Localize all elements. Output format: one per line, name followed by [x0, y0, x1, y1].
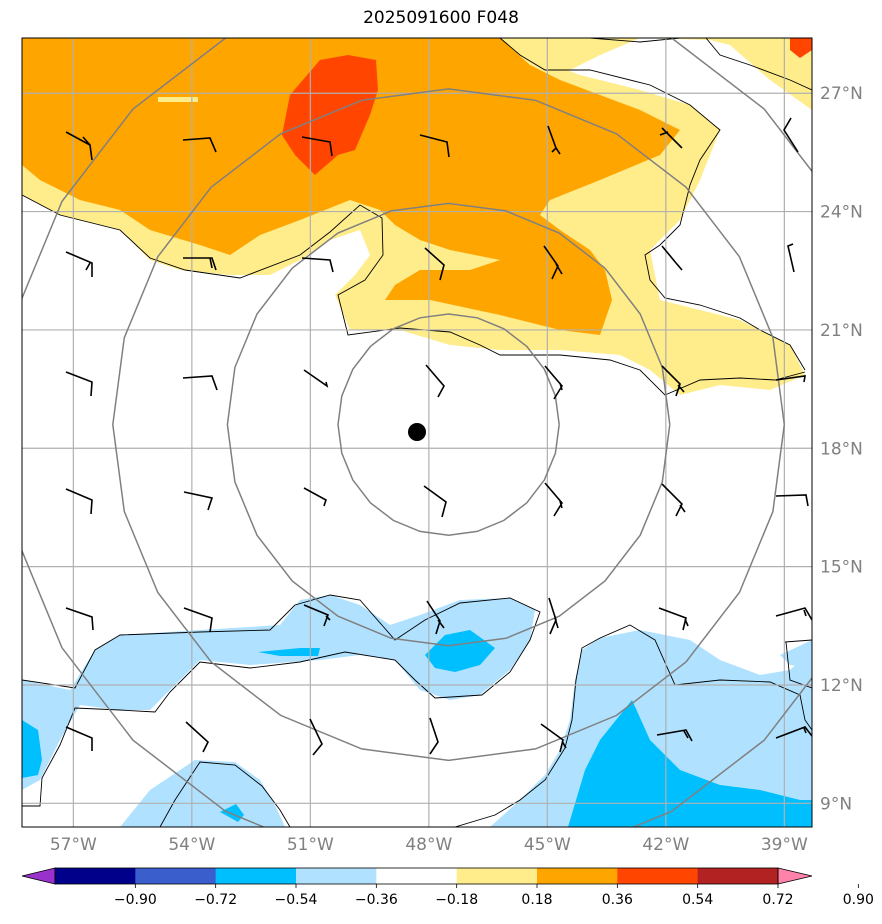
lon-tick-label: 45°W [524, 835, 571, 855]
lon-tick-label: 42°W [642, 835, 689, 855]
plot-frame [21, 37, 813, 828]
map-title: 2025091600 F048 [363, 8, 519, 28]
deep-blue-patch-1 [425, 630, 495, 672]
blue-shading-se [490, 630, 812, 827]
colorbar-extend-high [777, 867, 813, 885]
lon-tick-label: 39°W [761, 835, 808, 855]
lon-tick-label: 51°W [287, 835, 334, 855]
colorbar-tick-label: 0.90 [843, 892, 874, 908]
range-ring-2 [226, 202, 671, 647]
colorbar-extend-low [21, 867, 56, 885]
lon-tick-label: 57°W [50, 835, 97, 855]
lat-tick-label: 27°N [820, 84, 863, 104]
deep-blue-patch-2 [258, 648, 320, 656]
lat-tick-label: 15°N [820, 558, 863, 578]
orange-shading [22, 38, 680, 335]
lon-tick-label: 54°W [168, 835, 215, 855]
deep-blue-patch-west [22, 720, 42, 778]
contour-lines [22, 38, 812, 827]
deep-blue-patch-sw [220, 804, 244, 822]
colorbar-frame [54, 867, 779, 885]
yellow-shading-north [22, 38, 812, 110]
shaded-field [22, 38, 812, 827]
storm-center-marker [408, 423, 426, 441]
deep-blue-patch-se [568, 700, 812, 827]
colorbar-tick-label: 0.72 [762, 892, 793, 908]
lon-tick-label: 48°W [405, 835, 452, 855]
red-orange-shading-ne [790, 38, 812, 58]
small-streak [158, 97, 198, 102]
colorbar-tick-label: 0.36 [602, 892, 633, 908]
range-ring-3 [112, 88, 786, 762]
colorbar-segment [376, 868, 458, 884]
red-orange-shading [282, 55, 378, 175]
colorbar-tick-label: −0.18 [435, 892, 478, 908]
colorbar-segment [296, 868, 377, 884]
blue-shading-band [22, 595, 535, 790]
range-ring-1 [337, 313, 560, 536]
colorbar-segment [617, 868, 699, 884]
colorbar-tick-label: −0.90 [114, 892, 157, 908]
colorbar-tick-label: −0.36 [355, 892, 398, 908]
colorbar-tick-label: 0.18 [521, 892, 552, 908]
wind-barbs [65, 117, 812, 756]
lat-tick-label: 18°N [820, 439, 863, 459]
colorbar-tick-label: 0.54 [682, 892, 713, 908]
colorbar-tick-label: −0.72 [194, 892, 237, 908]
lat-tick-label: 12°N [820, 676, 863, 696]
colorbar-segment [135, 868, 217, 884]
lat-tick-label: 21°N [820, 321, 863, 341]
latitude-labels: 9°N 12°N 15°N 18°N 21°N 24°N 27°N [820, 84, 863, 814]
lat-tick-label: 24°N [820, 203, 863, 223]
colorbar-segment [215, 868, 297, 884]
colorbar-segment [55, 868, 136, 884]
colorbar-segment [537, 868, 618, 884]
colorbar: −0.90 −0.72 −0.54 −0.36 −0.18 0.18 0.36 0.54 0.7… [21, 867, 874, 908]
lat-tick-label: 9°N [820, 794, 852, 814]
colorbar-segment [697, 868, 779, 884]
colorbar-segment [456, 868, 538, 884]
longitude-labels: 57°W 54°W 51°W 48°W 45°W 42°W 39°W [50, 835, 808, 855]
colorbar-tick-label: −0.54 [275, 892, 318, 908]
